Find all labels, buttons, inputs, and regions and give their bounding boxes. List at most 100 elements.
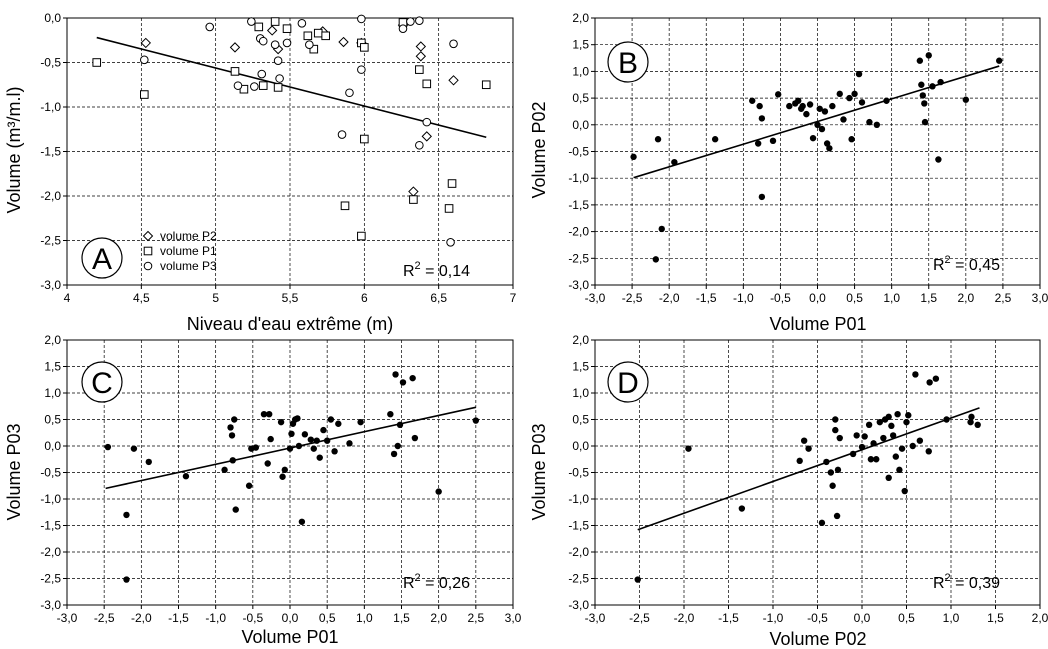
data-point (422, 117, 432, 127)
trend-line (96, 36, 487, 139)
data-point (267, 435, 274, 443)
data-point (270, 17, 280, 26)
data-point (415, 51, 427, 62)
data-point (795, 97, 802, 104)
data-point (266, 25, 278, 36)
x-tick-label: 1,5 (920, 291, 937, 305)
chart-panel-a: 4 4,5 5 5,5 6 6,5 7 -3,0 -2,5 -2,0 -1,5 -1,0 -0,5 0,0… (4, 11, 517, 334)
data-point (345, 88, 354, 98)
data-point (303, 31, 313, 41)
data-point (901, 487, 908, 495)
x-tick-label: 7 (510, 291, 517, 305)
y-tick-label: 0,0 (572, 439, 589, 453)
data-point (968, 413, 975, 421)
x-tick-label: -2,0 (131, 611, 152, 625)
data-point (870, 440, 877, 447)
x-tick-label: -1,5 (168, 611, 189, 625)
y-tick-label: -0,5 (40, 56, 61, 70)
x-tick-label: 6 (361, 291, 368, 305)
data-point (711, 136, 719, 143)
chart-panel-b: -3,0 -2,5 -2,0 -1,5 -1,0 -0,5 0,0 0,5 1,0 1,5 2,0 2… (529, 11, 1048, 334)
data-point (435, 488, 442, 495)
data-point (297, 19, 307, 28)
data-point (346, 440, 353, 447)
data-point (935, 156, 942, 163)
panel-letter: B (618, 47, 638, 80)
data-point (270, 40, 280, 50)
data-point (827, 469, 835, 476)
data-point (758, 115, 766, 122)
y-tick-label: -3,0 (568, 598, 589, 612)
data-point (754, 140, 762, 147)
data-point (415, 16, 424, 25)
data-point (774, 91, 782, 98)
x-tick-label: 3,0 (1032, 291, 1048, 305)
data-point (273, 83, 283, 92)
x-tick-label: 1,5 (987, 611, 1004, 625)
data-point (921, 100, 928, 107)
data-point (898, 445, 906, 452)
data-point (258, 81, 268, 90)
y-axis-label: Volume P03 (529, 423, 549, 520)
data-point (258, 36, 268, 46)
x-tick-label: -2,5 (629, 611, 650, 625)
data-point (288, 430, 295, 438)
x-tick-label: 3,0 (505, 611, 522, 625)
data-point (140, 37, 152, 49)
data-point (228, 432, 236, 439)
data-point (921, 118, 929, 126)
x-axis-label: Volume P01 (241, 627, 338, 647)
data-point (918, 81, 925, 88)
data-point (885, 474, 892, 481)
data-point (264, 460, 271, 467)
data-point (758, 193, 766, 201)
data-point (298, 518, 306, 525)
data-point (861, 433, 868, 440)
data-point (130, 445, 138, 452)
data-point (832, 416, 839, 423)
data-point (313, 437, 320, 444)
data-point (888, 422, 895, 430)
data-point (247, 17, 256, 26)
data-point (806, 101, 814, 108)
y-tick-label: 1,5 (44, 360, 61, 374)
data-point (916, 437, 924, 444)
x-tick-label: -0,5 (770, 291, 791, 305)
x-tick-label: 5 (212, 291, 219, 305)
data-point (340, 201, 350, 211)
legend-marker (143, 246, 153, 256)
data-point (316, 454, 323, 461)
y-tick-label: -0,5 (568, 145, 589, 159)
data-point (245, 482, 253, 489)
y-tick-label: -1,5 (568, 519, 589, 533)
data-point (652, 256, 660, 263)
r-squared-label: R2 = 0,14 (403, 260, 470, 280)
data-point (415, 140, 424, 150)
data-point (769, 137, 777, 145)
y-tick-label: -3,0 (568, 278, 589, 292)
data-point (408, 186, 419, 197)
x-tick-label: 0,5 (319, 611, 336, 625)
x-tick-label: 1,5 (393, 611, 410, 625)
panel-letter-circle (81, 237, 123, 279)
data-point (145, 458, 152, 466)
y-tick-label: -1,5 (568, 198, 589, 212)
data-point (392, 371, 399, 378)
y-tick-label: 2,0 (572, 11, 589, 25)
data-point (873, 456, 880, 463)
y-tick-label: -1,0 (568, 171, 589, 185)
x-tick-label: -3,0 (57, 611, 78, 625)
data-point (140, 90, 149, 99)
data-point (738, 505, 746, 512)
data-point (885, 413, 892, 421)
y-tick-label: 1,0 (572, 386, 589, 400)
data-point (865, 421, 873, 428)
data-point (756, 102, 763, 110)
panel-letter: C (91, 367, 113, 400)
data-point (851, 90, 858, 98)
data-point (357, 418, 364, 426)
data-point (399, 379, 407, 386)
data-point (925, 448, 932, 455)
data-point (866, 118, 873, 126)
x-tick-label: -3,0 (585, 291, 606, 305)
